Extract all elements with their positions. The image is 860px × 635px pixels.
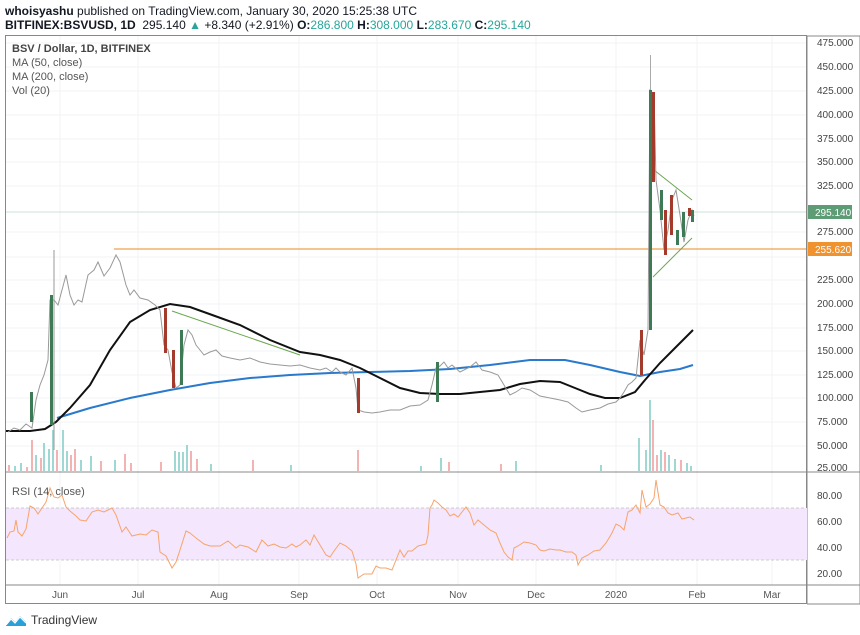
high-value: 308.000	[369, 18, 414, 32]
svg-text:255.620: 255.620	[815, 245, 852, 256]
triangle-lower-line[interactable]	[652, 237, 693, 278]
volume-bars	[8, 400, 692, 471]
legend-symbol[interactable]: BSV / Dollar, 1D, BITFINEX	[12, 43, 151, 55]
svg-text:Jun: Jun	[52, 590, 68, 601]
legend-volume[interactable]: Vol (20)	[12, 85, 50, 97]
svg-text:Sep: Sep	[290, 590, 308, 601]
level-price-badge	[808, 242, 852, 256]
close-label: C:	[474, 18, 488, 32]
svg-text:200.000: 200.000	[817, 299, 854, 310]
svg-text:Dec: Dec	[527, 590, 545, 601]
svg-text:350.000: 350.000	[817, 157, 854, 168]
svg-text:400.000: 400.000	[817, 110, 854, 121]
close-value: 295.140	[487, 18, 531, 32]
svg-text:150.000: 150.000	[817, 346, 854, 357]
candles	[7, 55, 695, 450]
low-label: L:	[416, 18, 428, 32]
svg-text:100.000: 100.000	[817, 393, 854, 404]
legend-ma200[interactable]: MA (200, close)	[12, 71, 89, 83]
rsi-axis[interactable]: 80.00 60.00 40.00 20.00	[817, 491, 842, 580]
open-value: 286.800	[310, 18, 354, 32]
ma50-line	[6, 302, 694, 432]
svg-text:425.000: 425.000	[817, 86, 854, 97]
ma200-line	[56, 359, 694, 419]
svg-text:Oct: Oct	[369, 590, 385, 601]
symbol-label: BITFINEX:BSVUSD, 1D	[5, 18, 136, 32]
svg-text:80.00: 80.00	[817, 491, 842, 502]
svg-text:375.000: 375.000	[817, 134, 854, 145]
rsi-legend[interactable]: RSI (14, close)	[12, 486, 85, 498]
low-value: 283.670	[427, 18, 472, 32]
triangle-upper-line[interactable]	[653, 169, 693, 201]
symbol-info: BITFINEX:BSVUSD, 1D 295.140 ▲ +8.340 (+2…	[5, 18, 531, 32]
legend-ma50[interactable]: MA (50, close)	[12, 57, 83, 69]
grid	[6, 36, 806, 585]
trendline-down[interactable]	[171, 310, 301, 356]
publish-info: whoisyashu published on TradingView.com,…	[5, 4, 417, 18]
up-arrow-icon: ▲	[189, 18, 201, 32]
last-price: 295.140	[142, 18, 186, 32]
svg-text:275.000: 275.000	[817, 227, 854, 238]
svg-text:Jul: Jul	[132, 590, 145, 601]
svg-text:2020: 2020	[605, 590, 628, 601]
tradingview-logo-icon	[5, 616, 27, 626]
svg-text:125.000: 125.000	[817, 370, 854, 381]
author-name[interactable]: whoisyashu	[5, 4, 74, 18]
rsi-line	[6, 479, 695, 579]
svg-text:175.000: 175.000	[817, 323, 854, 334]
last-price-badge	[808, 205, 852, 219]
time-axis[interactable]: Jun Jul Aug Sep Oct Nov Dec 2020 Feb Mar	[52, 590, 781, 601]
high-label: H:	[357, 18, 370, 32]
price-change: +8.340 (+2.91%)	[204, 18, 294, 32]
chart-legend: BSV / Dollar, 1D, BITFINEX MA (50, close…	[12, 42, 151, 98]
svg-text:325.000: 325.000	[817, 181, 854, 192]
rsi-band	[6, 508, 807, 560]
svg-text:Feb: Feb	[688, 590, 706, 601]
svg-text:50.000: 50.000	[817, 441, 848, 452]
open-label: O:	[297, 18, 311, 32]
svg-text:475.000: 475.000	[817, 38, 854, 49]
svg-text:Aug: Aug	[210, 590, 228, 601]
svg-text:Nov: Nov	[449, 590, 467, 601]
svg-text:40.00: 40.00	[817, 543, 842, 554]
svg-text:295.140: 295.140	[815, 208, 852, 219]
svg-text:450.000: 450.000	[817, 62, 854, 73]
price-axis[interactable]: 475.000 450.000 425.000 400.000 375.000 …	[817, 38, 854, 474]
svg-text:20.00: 20.00	[817, 569, 842, 580]
published-text: published on TradingView.com, January 30…	[77, 4, 418, 18]
footer-brand[interactable]: TradingView	[5, 613, 97, 627]
svg-text:75.000: 75.000	[817, 417, 848, 428]
svg-text:Mar: Mar	[763, 590, 781, 601]
brand-name: TradingView	[31, 613, 98, 627]
svg-text:60.00: 60.00	[817, 517, 842, 528]
svg-text:25.000: 25.000	[817, 463, 848, 474]
svg-text:225.000: 225.000	[817, 275, 854, 286]
